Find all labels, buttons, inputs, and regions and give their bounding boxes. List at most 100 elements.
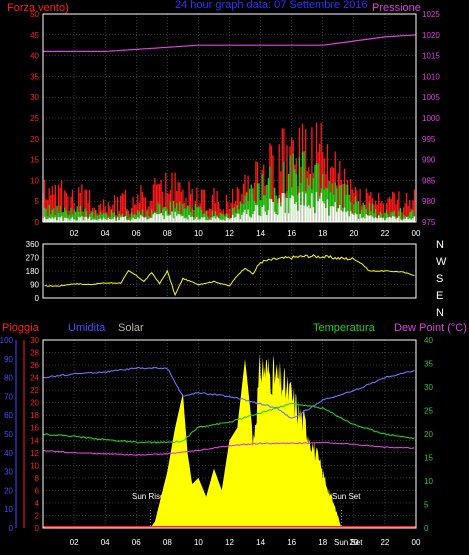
lower-xtick-4: 10 xyxy=(194,538,203,547)
wind-ytick-0: 0 xyxy=(35,218,40,227)
sun-rise-label: Sun Rise xyxy=(132,492,165,501)
pressure-ytick-10: 1025 xyxy=(422,10,440,19)
rain-ytick-4: 8 xyxy=(35,474,40,483)
lower-xtick-3: 08 xyxy=(163,538,172,547)
temperature-ytick-2: 10 xyxy=(424,477,433,486)
wind-ytick-9: 45 xyxy=(30,31,39,40)
pressure-ytick-0: 975 xyxy=(422,218,436,227)
lower-frame xyxy=(42,339,417,529)
direction-label-w: W xyxy=(436,256,447,268)
rain-ytick-15: 30 xyxy=(30,336,39,345)
pressure-series xyxy=(43,34,417,52)
chart-title: 24 hour graph data: 07 Settembre 2016 xyxy=(175,0,368,11)
dir-ytick-3: 270 xyxy=(26,254,40,263)
humidity-ytick-1: 10 xyxy=(4,505,13,514)
temperature-ytick-8: 40 xyxy=(424,336,433,345)
humidity-ytick-6: 60 xyxy=(4,411,13,420)
sun-set-time-label: Sun Set xyxy=(334,538,363,547)
rain-ytick-13: 26 xyxy=(30,361,39,370)
direction-label-s: S xyxy=(436,273,443,285)
wind-xtick-8: 18 xyxy=(318,229,327,238)
temperature-ytick-5: 25 xyxy=(424,407,433,416)
lower-xtick-0: 02 xyxy=(70,538,79,547)
rain-ytick-7: 14 xyxy=(30,436,39,445)
humidity-ytick-2: 20 xyxy=(4,486,13,495)
dir-ytick-2: 180 xyxy=(26,267,40,276)
rain-ytick-9: 18 xyxy=(30,411,39,420)
rain-ytick-0: 0 xyxy=(35,524,40,533)
wind-xtick-6: 14 xyxy=(256,229,265,238)
wind-ytick-2: 10 xyxy=(30,176,39,185)
wind-xtick-11: 00 xyxy=(412,229,421,238)
pressure-ytick-7: 1010 xyxy=(422,72,440,81)
rain-ytick-12: 24 xyxy=(30,374,39,383)
wind-xtick-0: 02 xyxy=(70,229,79,238)
pressure-ytick-9: 1020 xyxy=(422,31,440,40)
dir-frame xyxy=(42,243,417,299)
temperature-ytick-0: 0 xyxy=(424,524,429,533)
chart-panels: 0510152025303540455097598098599099510001… xyxy=(0,10,440,547)
rain-ytick-11: 22 xyxy=(30,386,39,395)
lower-xtick-11: 00 xyxy=(412,538,421,547)
dir-ytick-0: 0 xyxy=(35,294,40,303)
dewpoint-series xyxy=(42,441,415,456)
direction-label-e: E xyxy=(436,290,443,302)
wind-xtick-3: 08 xyxy=(163,229,172,238)
wind-ytick-8: 40 xyxy=(30,52,39,61)
temperature-ytick-3: 15 xyxy=(424,454,433,463)
dewpoint-axis-label: Dew Point (°C) xyxy=(394,322,467,334)
dir-ytick-1: 90 xyxy=(30,281,39,290)
temperature-ytick-6: 30 xyxy=(424,383,433,392)
rain-ytick-6: 12 xyxy=(30,449,39,458)
sun-set-label: Sun Set xyxy=(332,492,361,501)
direction-series xyxy=(44,254,415,297)
rain-ytick-1: 2 xyxy=(35,511,40,520)
wind-ytick-10: 50 xyxy=(30,10,39,19)
direction-label-n-bottom: N xyxy=(436,307,444,319)
solar-series xyxy=(43,353,416,528)
lower-xtick-7: 16 xyxy=(287,538,296,547)
solar-axis-label: Solar xyxy=(118,322,144,334)
wind-ytick-6: 30 xyxy=(30,93,39,102)
pressure-axis-label: Pressione xyxy=(372,2,421,14)
wind-axis-label: Forza vento) xyxy=(7,2,69,14)
dir-ytick-4: 360 xyxy=(26,240,40,249)
wind-frame xyxy=(42,13,417,223)
rain-ytick-14: 28 xyxy=(30,349,39,358)
wind-ytick-1: 5 xyxy=(35,197,40,206)
humidity-ytick-10: 100 xyxy=(0,336,14,345)
wind-xtick-5: 12 xyxy=(225,229,234,238)
humidity-axis-label: Umidita xyxy=(68,322,106,334)
rain-ytick-10: 20 xyxy=(30,399,39,408)
humidity-ytick-3: 30 xyxy=(4,468,13,477)
wind-xtick-9: 20 xyxy=(349,229,358,238)
rain-ytick-5: 10 xyxy=(30,461,39,470)
lower-xtick-5: 12 xyxy=(225,538,234,547)
lower-xtick-2: 06 xyxy=(132,538,141,547)
rain-ytick-3: 6 xyxy=(35,486,40,495)
pressure-ytick-4: 995 xyxy=(422,135,436,144)
pressure-ytick-1: 980 xyxy=(422,197,436,206)
wind-ytick-5: 25 xyxy=(30,114,39,123)
temperature-ytick-1: 5 xyxy=(424,501,429,510)
temperature-ytick-4: 20 xyxy=(424,430,433,439)
direction-labels: N W S E N xyxy=(436,239,447,319)
wind-xtick-7: 16 xyxy=(287,229,296,238)
humidity-ytick-0: 0 xyxy=(9,524,14,533)
temperature-series xyxy=(42,402,415,444)
lower-xtick-1: 04 xyxy=(101,538,110,547)
pressure-ytick-6: 1005 xyxy=(422,93,440,102)
lower-xtick-10: 22 xyxy=(380,538,389,547)
humidity-ytick-8: 80 xyxy=(4,374,13,383)
lower-xtick-6: 14 xyxy=(256,538,265,547)
direction-label-n-top: N xyxy=(436,239,444,251)
rain-axis-label: Pioggia xyxy=(2,322,40,334)
pressure-ytick-3: 990 xyxy=(422,156,436,165)
temperature-axis-label: Temperatura xyxy=(313,322,376,334)
wind-xtick-1: 04 xyxy=(101,229,110,238)
rain-ytick-8: 16 xyxy=(30,424,39,433)
pressure-ytick-8: 1015 xyxy=(422,52,440,61)
wind-ytick-4: 20 xyxy=(30,135,39,144)
pressure-ytick-5: 1000 xyxy=(422,114,440,123)
rain-ytick-2: 4 xyxy=(35,499,40,508)
